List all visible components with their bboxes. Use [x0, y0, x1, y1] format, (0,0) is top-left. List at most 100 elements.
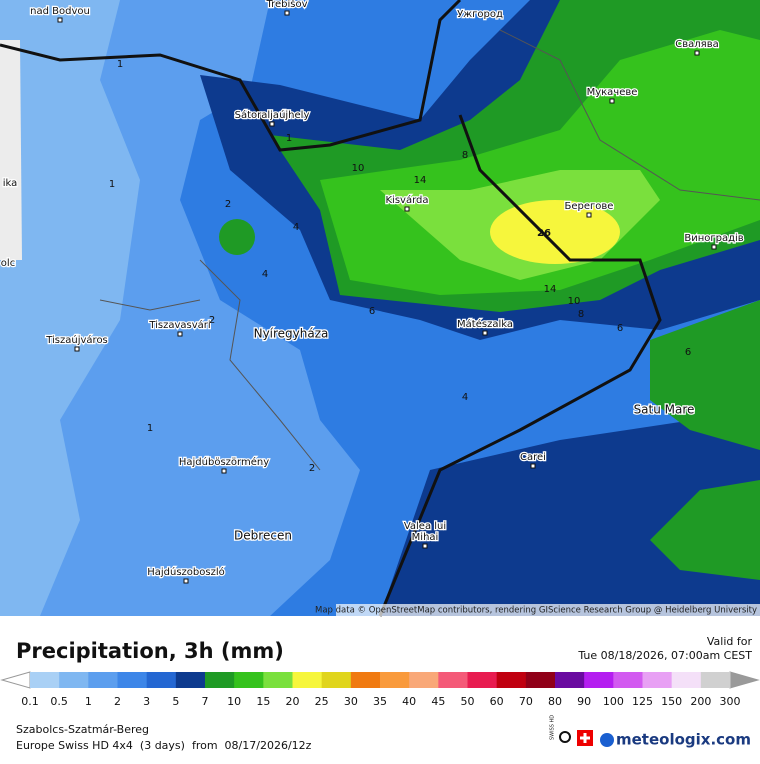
- place-dot: [221, 468, 227, 474]
- contour-label: 8: [462, 150, 468, 161]
- places: nad Bodvou Trebišov Ужгород Свалява Мукачеве…: [0, 0, 745, 584]
- place-dot: [482, 330, 488, 336]
- scale-label: 100: [603, 695, 624, 708]
- scale-swatch: [292, 672, 323, 688]
- scale-swatch: [263, 672, 293, 688]
- place-dot: [694, 50, 700, 56]
- place-label: Tiszaújváros: [45, 334, 108, 346]
- place-label: Sátoraljaújhely: [235, 109, 310, 121]
- place-label: olc: [1, 258, 15, 269]
- logo: [600, 733, 614, 747]
- scale-swatch: [88, 672, 118, 688]
- place-label: Берегове: [565, 201, 614, 212]
- scale-label: 40: [402, 695, 416, 708]
- land-gap: [0, 40, 22, 260]
- place-dot: [284, 10, 290, 16]
- scale-label: 30: [344, 695, 358, 708]
- contour-label: 14: [414, 175, 427, 186]
- place-dot: [269, 121, 275, 127]
- scale-swatch: [146, 672, 177, 688]
- place-label: Valea lui: [404, 521, 446, 532]
- place-label: Mátészalka: [457, 318, 513, 330]
- place-label: Satu Mare: [634, 403, 695, 417]
- admin-line: [99, 29, 760, 471]
- contour-label: 4: [262, 269, 268, 280]
- zone: [650, 300, 760, 580]
- color-scale: 0.1 0.5 1 2 3 5 7 10 15 20 25 30 35 40 45 50 60 70 80 90 100…: [0, 671, 760, 708]
- scale-swatch: [30, 672, 60, 688]
- place-dot: [586, 212, 592, 218]
- scale-swatch: [525, 672, 556, 688]
- scale-label: 90: [577, 695, 591, 708]
- legend-title: Precipitation, 3h (mm): [16, 639, 284, 663]
- scale-swatch: [205, 672, 235, 688]
- place-label: Nyíregyháza: [254, 327, 329, 341]
- place-label: nad Bodvou: [30, 6, 90, 17]
- scale-swatch: [555, 672, 585, 688]
- scale-label: 45: [431, 695, 445, 708]
- scale-label: 60: [490, 695, 504, 708]
- place-dot: [183, 578, 189, 584]
- place-dot: [74, 346, 80, 352]
- place-label: Tiszavasvári: [148, 319, 210, 331]
- contour-label: 1: [147, 423, 153, 434]
- place-dot: [422, 543, 428, 549]
- contour-labels: 1 1 1 2 2 4 4 6 8 10 14 26 14 10 8 6 6 4 2 1: [109, 59, 691, 474]
- place-label: Виноградів: [684, 232, 743, 244]
- contour-label: 8: [578, 309, 584, 320]
- place-label: Kisvárda: [385, 194, 428, 206]
- attribution: Map data © OpenStreetMap contributors, r…: [315, 606, 757, 616]
- place-label: Carei: [520, 452, 546, 463]
- scale-label: 2: [114, 695, 121, 708]
- place-label: ika: [3, 178, 18, 189]
- contour-label: 1: [117, 59, 123, 70]
- scale-label: 7: [202, 695, 209, 708]
- search-icon: [559, 731, 571, 743]
- scale-label: 35: [373, 695, 387, 708]
- scale-label: 150: [661, 695, 682, 708]
- badge: SWISS HD: [550, 715, 556, 740]
- scale-swatch: [175, 672, 206, 688]
- scale-swatch: [321, 672, 352, 688]
- contour-label: 1: [109, 179, 115, 190]
- scale-under: [0, 671, 31, 689]
- scale-label: 50: [461, 695, 475, 708]
- scale-swatch: [467, 672, 498, 688]
- scale-swatch: [671, 672, 702, 688]
- scale-swatch: [584, 672, 614, 688]
- scale-label: 5: [172, 695, 179, 708]
- scale-swatch: [642, 672, 673, 688]
- scale-label: 10: [227, 695, 241, 708]
- contour-label: 10: [568, 296, 581, 307]
- valid-time: Tue 08/18/2026, 07:00am CEST: [577, 649, 752, 662]
- scale-swatch: [380, 672, 410, 688]
- attribution-bg: [336, 604, 760, 616]
- place-label: Hajdúszoboszló: [147, 566, 225, 578]
- place-dot: [609, 98, 615, 104]
- contour-label: 2: [225, 199, 231, 210]
- place-dot: [57, 17, 63, 23]
- zone: [0, 0, 140, 616]
- scale-label: 25: [315, 695, 329, 708]
- place-label: Ужгород: [457, 9, 503, 20]
- contour-label: 2: [309, 463, 315, 474]
- scale-over: [729, 671, 760, 689]
- scale-label: 200: [690, 695, 711, 708]
- scale-label: 15: [256, 695, 270, 708]
- scale-swatch: [59, 672, 89, 688]
- scale-swatch: [117, 672, 148, 688]
- place-label: Мукачеве: [587, 87, 638, 98]
- place-label: Свалява: [675, 39, 718, 50]
- contour-label: 14: [544, 284, 557, 295]
- map: nad Bodvou Trebišov Ужгород Свалява Мукачеве…: [0, 0, 760, 617]
- place-dot: [530, 463, 536, 469]
- region: Szabolcs-Szatmár-Bereg: [16, 723, 149, 736]
- scale-swatch: [700, 672, 731, 688]
- place-label: Mihai: [412, 532, 439, 543]
- place-label: Hajdúböszörmény: [179, 456, 269, 468]
- scale-label: 20: [286, 695, 300, 708]
- scale-label: 1: [85, 695, 92, 708]
- valid-label: Valid for: [707, 635, 753, 648]
- place-dot: [177, 331, 183, 337]
